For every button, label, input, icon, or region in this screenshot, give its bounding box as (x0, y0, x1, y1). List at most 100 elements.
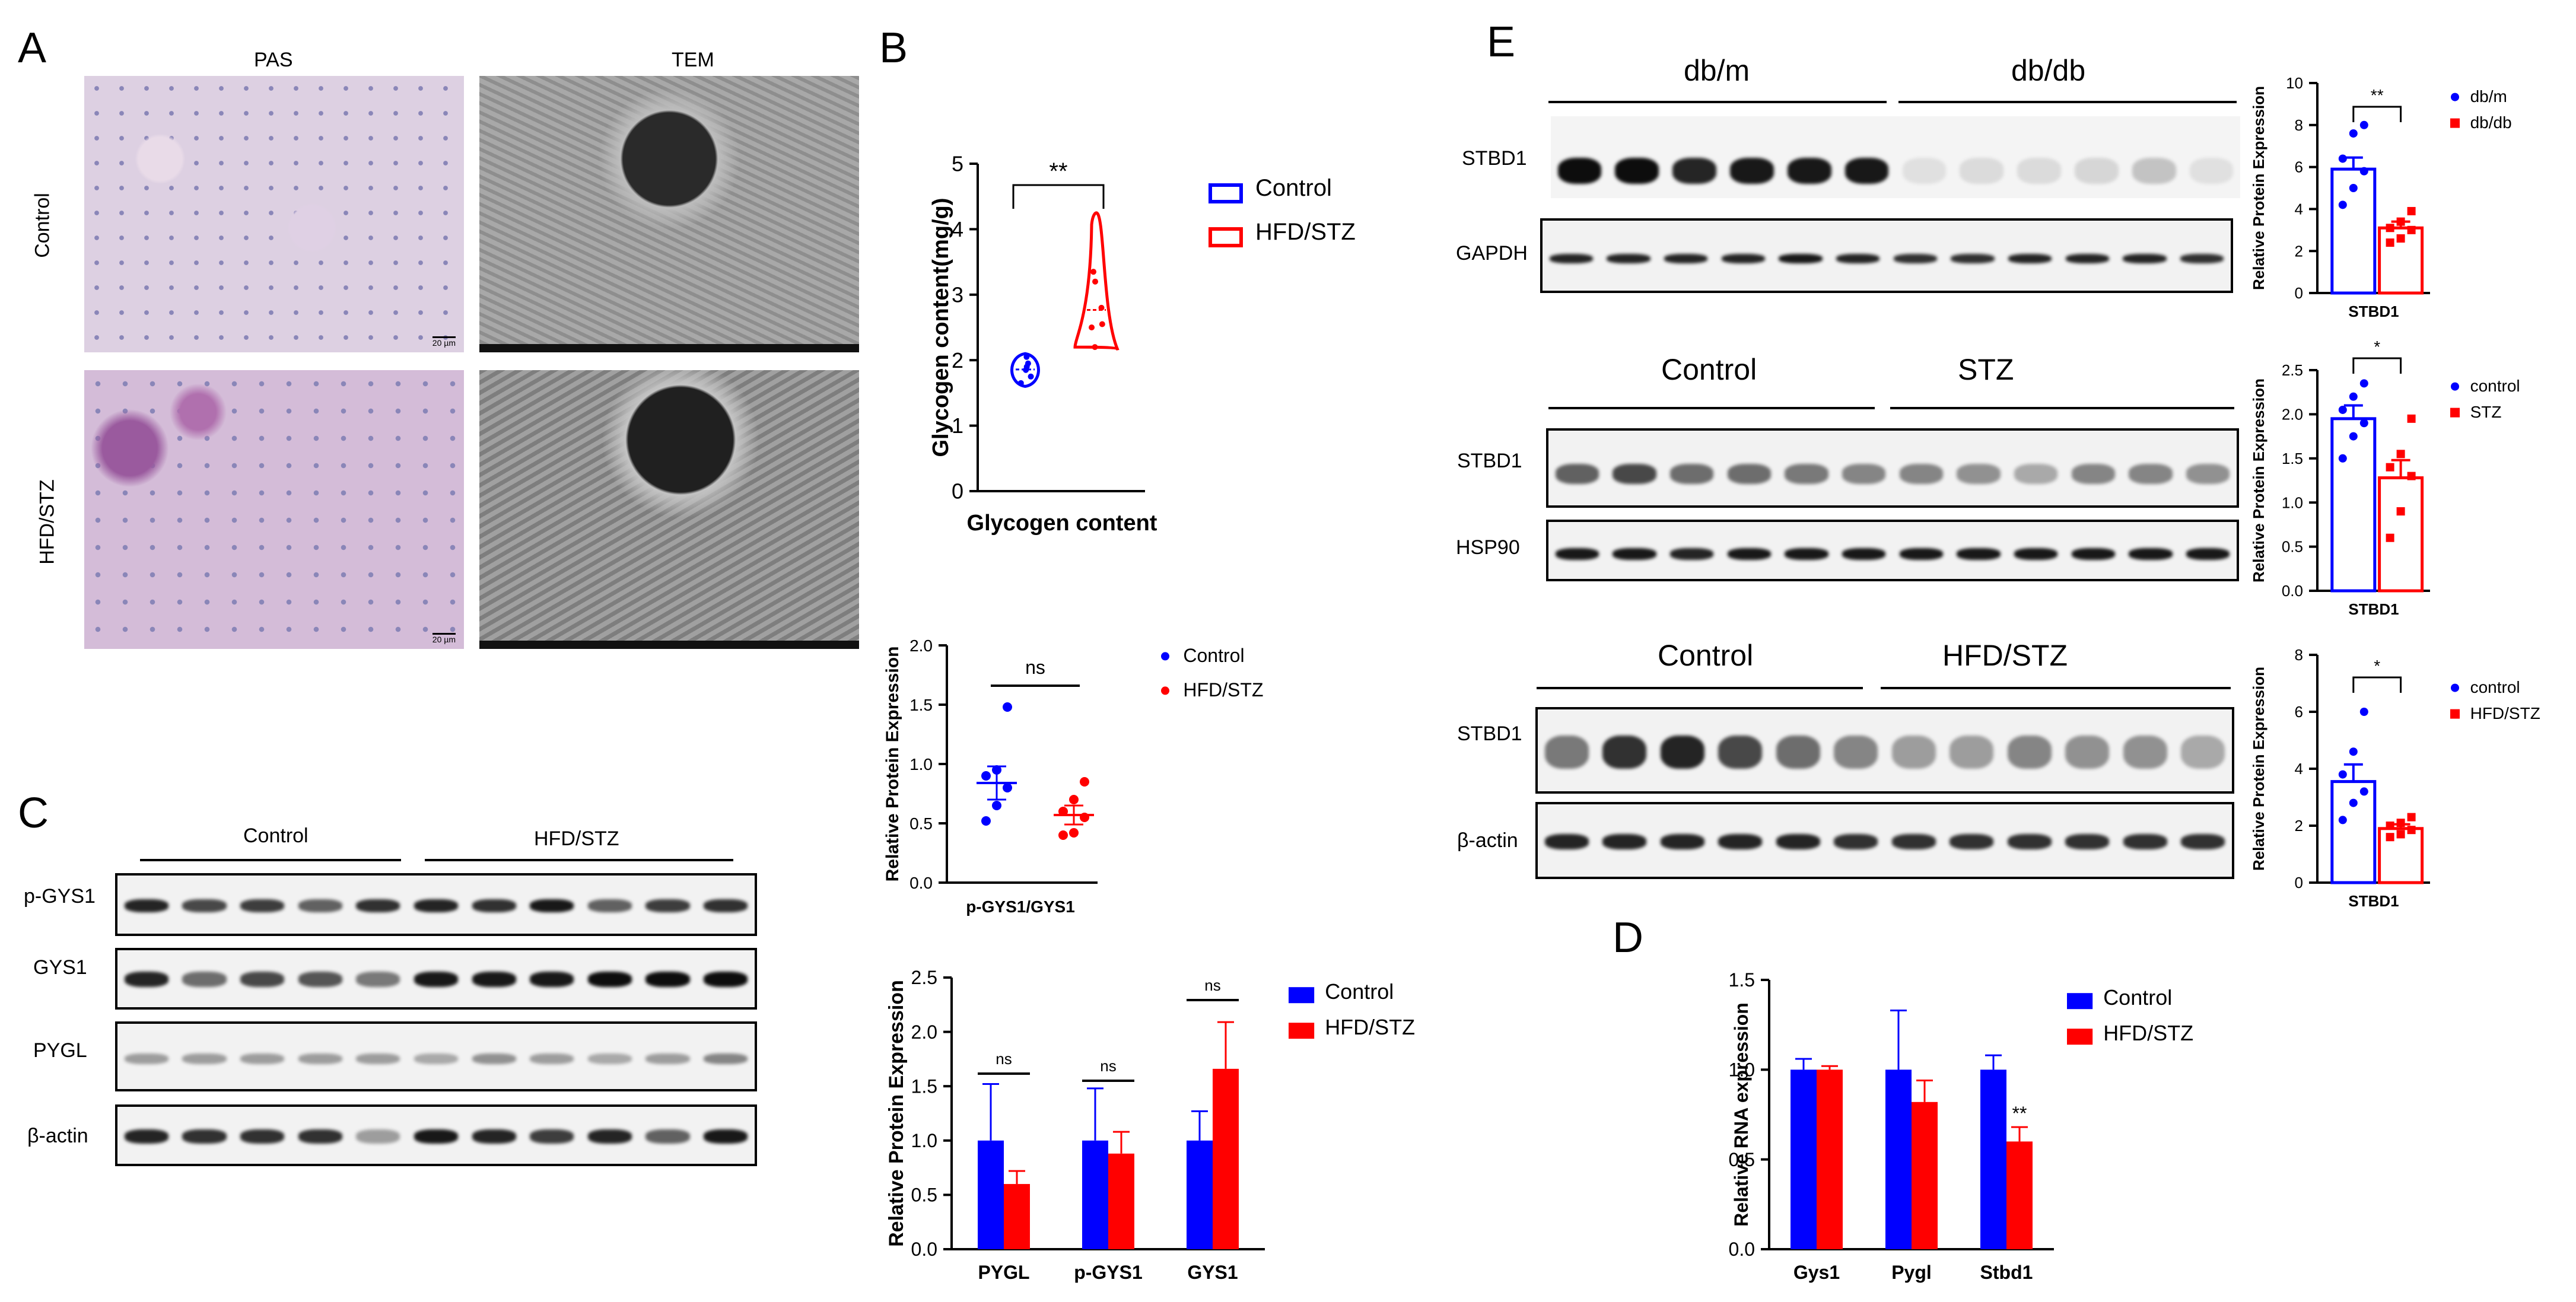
protein-bar-category-label: p-GYS1 (1074, 1262, 1143, 1283)
stbd1_dbdb-point (2397, 218, 2405, 226)
rna-bar-control (1980, 1069, 2006, 1249)
stbd1_stz-y-tick-label: 0.0 (2282, 582, 2303, 600)
stbd1_stz-y-axis-title: Relative Protein Expression (2250, 378, 2267, 582)
stbd1_stz-significance-label: * (2374, 338, 2380, 356)
stbd1_stz-point (2360, 379, 2368, 387)
pgys1-ratio-point (1003, 702, 1012, 712)
pgys1-ratio-point (1080, 777, 1089, 787)
protein-bar-hfd-stz (1004, 1184, 1030, 1249)
stbd1_stz-y-tick-label: 0.5 (2282, 538, 2303, 556)
glycogen-y-axis-title: Glycogen content(mg/g) (928, 198, 953, 457)
pgys1-ratio-legend-label: HFD/STZ (1183, 679, 1263, 701)
stbd1_dbdb-y-tick-label: 2 (2295, 242, 2303, 260)
stbd1_stz-legend-label: control (2470, 377, 2520, 395)
rna_bar-y-tick-label: 0.0 (1729, 1239, 1755, 1260)
stbd1_stz-y-tick-label: 1.5 (2282, 450, 2303, 467)
stbd1_dbdb-point (2360, 167, 2368, 176)
pgys1-ratio-point (1003, 783, 1012, 792)
pgys1-ratio-legend-label: Control (1183, 645, 1244, 666)
stbd1_stz-x-axis-title: STBD1 (2348, 600, 2399, 618)
protein-bar-control (1187, 1141, 1213, 1249)
stbd1_hfd-significance-label: * (2374, 657, 2380, 675)
rna-bar-category-label: Stbd1 (1980, 1262, 2033, 1283)
protein_bar-y-tick-label: 2.5 (911, 967, 937, 988)
stbd1_stz-point (2408, 472, 2416, 480)
glycogen-x-axis-title: Glycogen content (967, 511, 1157, 536)
stbd1_stz-point (2339, 406, 2347, 414)
stbd1_dbdb-y-axis-title: Relative Protein Expression (2250, 86, 2267, 290)
violin-point (1089, 324, 1095, 330)
pgys1_ratio-y-tick-label: 0.5 (909, 814, 933, 833)
rna-bar-legend-swatch (2067, 993, 2092, 1009)
stbd1_dbdb-y-tick-label: 6 (2295, 158, 2303, 176)
stbd1_hfd-point (2397, 819, 2405, 827)
stbd1_dbdb-point (2349, 129, 2358, 138)
pgys1-ratio-legend-swatch (1161, 652, 1169, 660)
stbd1_hfd-y-tick-label: 0 (2295, 874, 2303, 892)
stbd1_stz-point (2349, 432, 2358, 441)
pgys1-ratio-significance-label: ns (1025, 657, 1045, 678)
pgys1-ratio-point (992, 801, 1001, 810)
rna-bar-control (1885, 1069, 1912, 1249)
stbd1_hfd-point (2339, 816, 2347, 824)
pgys1-ratio-legend-swatch (1161, 686, 1169, 695)
rna-bar-control (1791, 1069, 1817, 1249)
stbd1_stz-legend-swatch (2450, 408, 2460, 418)
stbd1_hfd-legend-label: HFD/STZ (2470, 704, 2540, 722)
violin-point (1092, 279, 1098, 285)
stbd1_dbdb-point (2360, 121, 2368, 129)
rna-bar-hfd-stz (2006, 1141, 2033, 1249)
protein-bar-hfd-stz (1213, 1069, 1239, 1249)
protein-bar-hfd-stz (1108, 1154, 1134, 1249)
stbd1_hfd-point (2360, 708, 2368, 716)
protein-bar-significance-label: ns (996, 1050, 1012, 1068)
pgys1-ratio-point (1058, 830, 1068, 840)
stbd1_dbdb-point (2349, 184, 2358, 192)
glycogen-y-tick-label: 5 (952, 152, 963, 176)
glycogen-y-tick-label: 0 (952, 479, 963, 504)
stbd1_stz-point (2408, 415, 2416, 423)
glycogen-legend-label: Control (1255, 175, 1332, 201)
violin-point (1023, 354, 1029, 360)
stbd1_hfd-y-tick-label: 6 (2295, 703, 2303, 721)
protein-bar-category-label: GYS1 (1187, 1262, 1238, 1283)
protein-bar-legend-swatch (1289, 1023, 1314, 1039)
rna-bar-category-label: Pygl (1891, 1262, 1932, 1283)
rna_bar-y-tick-label: 1.5 (1729, 969, 1755, 991)
stbd1_hfd-y-tick-label: 4 (2295, 760, 2303, 778)
stbd1_stz-point (2397, 507, 2405, 515)
stbd1_stz-point (2386, 463, 2394, 472)
pgys1_ratio-y-tick-label: 2.0 (909, 636, 933, 655)
stbd1_dbdb-x-axis-title: STBD1 (2348, 303, 2399, 320)
stbd1_hfd-y-tick-label: 2 (2295, 817, 2303, 835)
rna-bar-legend-label: Control (2103, 985, 2172, 1010)
glycogen-significance-bracket (1013, 185, 1103, 209)
rna-bar-legend-label: HFD/STZ (2103, 1021, 2193, 1045)
stbd1_stz-point (2386, 534, 2394, 542)
glycogen-legend-swatch (1210, 185, 1241, 202)
protein_bar-y-tick-label: 1.5 (911, 1075, 937, 1097)
stbd1_dbdb-y-tick-label: 4 (2295, 200, 2303, 218)
protein-bar-control (978, 1141, 1004, 1249)
stbd1_hfd-x-axis-title: STBD1 (2348, 892, 2399, 910)
stbd1_dbdb-point (2339, 154, 2347, 163)
protein_bar-y-tick-label: 2.0 (911, 1021, 937, 1043)
stbd1_stz-legend-swatch (2451, 383, 2459, 391)
stbd1_dbdb-point (2397, 234, 2405, 243)
stbd1_stz-legend-label: STZ (2470, 403, 2502, 421)
stbd1_dbdb-point (2386, 238, 2394, 247)
rna-bar-hfd-stz (1817, 1069, 1843, 1249)
stbd1_hfd-point (2408, 813, 2416, 822)
stbd1_stz-point (2360, 419, 2368, 427)
stbd1_hfd-y-tick-label: 8 (2295, 646, 2303, 664)
protein-bar-significance-label: ns (1100, 1057, 1116, 1075)
stbd1_hfd-legend-swatch (2450, 709, 2460, 719)
protein_bar-y-tick-label: 0.0 (911, 1239, 937, 1260)
protein_bar-y-tick-label: 1.0 (911, 1130, 937, 1151)
pgys1-ratio-x-axis-title: p-GYS1/GYS1 (966, 897, 1075, 916)
protein-bar-legend-label: HFD/STZ (1325, 1015, 1415, 1039)
stbd1_dbdb-legend-swatch (2451, 93, 2459, 101)
protein_bar-y-tick-label: 0.5 (911, 1185, 937, 1206)
stbd1_hfd-point (2349, 799, 2358, 807)
protein-bar-category-label: PYGL (978, 1262, 1029, 1283)
